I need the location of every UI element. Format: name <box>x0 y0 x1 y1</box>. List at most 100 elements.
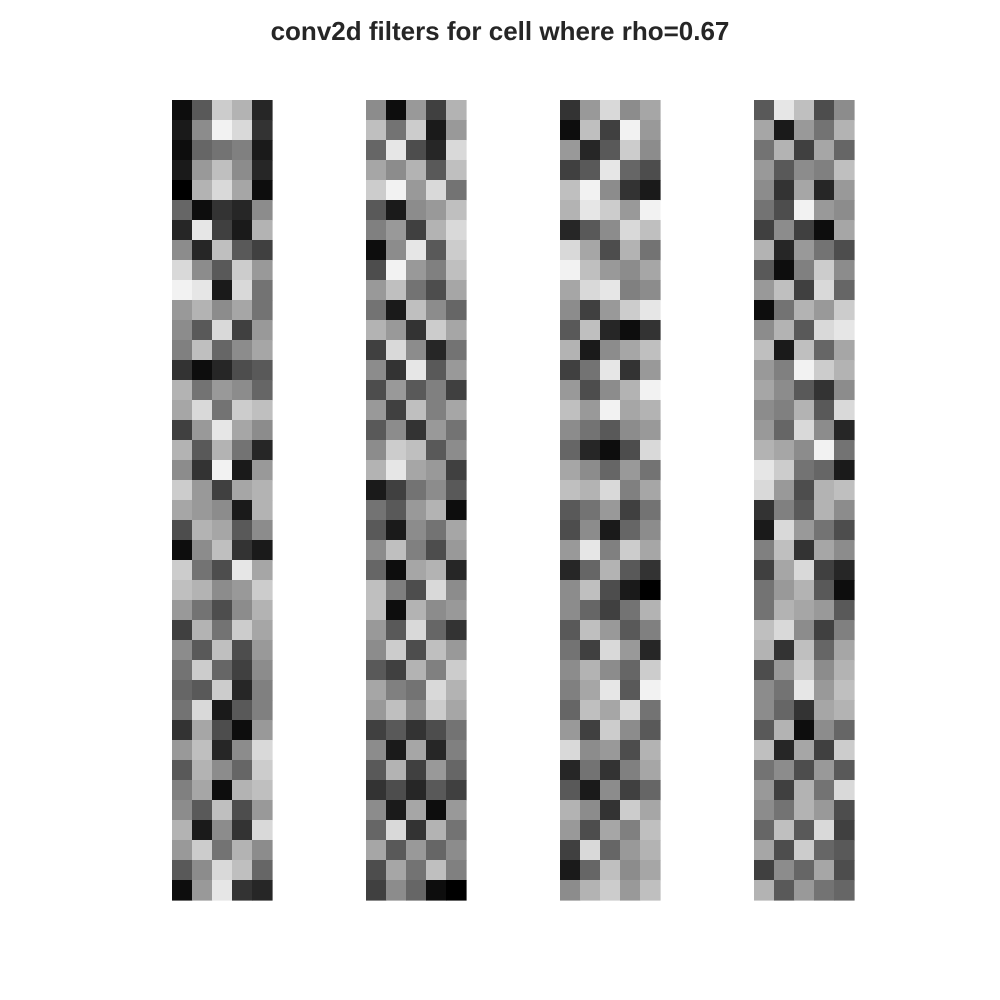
filter-weight <box>252 640 273 661</box>
filter-weight <box>386 660 407 681</box>
filter-weight <box>212 880 233 901</box>
filter-weight <box>172 840 193 861</box>
filter-weight <box>446 520 467 541</box>
filter-weight <box>172 440 193 461</box>
filter-weight <box>834 840 855 861</box>
filter-weight <box>366 700 387 721</box>
filter-weight <box>834 100 855 121</box>
filter-weight <box>774 220 795 241</box>
filter-weight <box>580 760 601 781</box>
filter-weight <box>192 540 213 561</box>
filter-weight <box>212 400 233 421</box>
filter-weight <box>192 840 213 861</box>
filter-weight <box>620 440 641 461</box>
filter-weight <box>172 140 193 161</box>
filter-weight <box>366 820 387 841</box>
filter-weight <box>620 200 641 221</box>
filter-weight <box>814 820 835 841</box>
filter-weight <box>192 180 213 201</box>
filter-weight <box>232 320 253 341</box>
filter-weight <box>366 780 387 801</box>
filter-weight <box>446 240 467 261</box>
filter-weight <box>426 640 447 661</box>
filter-panel-r2-c3 <box>754 300 855 401</box>
filter-weight <box>366 620 387 641</box>
filter-weight <box>406 540 427 561</box>
filter-weight <box>834 300 855 321</box>
filter-weight <box>600 340 621 361</box>
filter-weight <box>172 120 193 141</box>
filter-weight <box>386 760 407 781</box>
filter-weight <box>406 720 427 741</box>
filter-weight <box>426 800 447 821</box>
filter-weight <box>446 660 467 681</box>
filter-weight <box>560 700 581 721</box>
filter-weight <box>192 400 213 421</box>
filter-weight <box>834 760 855 781</box>
filter-weight <box>192 120 213 141</box>
filter-weight <box>814 780 835 801</box>
filter-weight <box>172 600 193 621</box>
filter-weight <box>252 480 273 501</box>
filter-weight <box>426 580 447 601</box>
filter-weight <box>774 320 795 341</box>
filter-weight <box>580 100 601 121</box>
filter-weight <box>560 360 581 381</box>
filter-weight <box>600 200 621 221</box>
filter-weight <box>366 320 387 341</box>
filter-weight <box>794 260 815 281</box>
filter-weight <box>446 120 467 141</box>
filter-weight <box>814 420 835 441</box>
filter-weight <box>794 600 815 621</box>
filter-weight <box>640 200 661 221</box>
filter-weight <box>446 300 467 321</box>
filter-weight <box>600 700 621 721</box>
filter-panel-r6-c3 <box>754 700 855 801</box>
filter-weight <box>814 220 835 241</box>
filter-weight <box>754 120 775 141</box>
filter-weight <box>794 400 815 421</box>
filter-weight <box>446 180 467 201</box>
filter-weight <box>366 120 387 141</box>
filter-weight <box>580 560 601 581</box>
filter-weight <box>446 600 467 621</box>
filter-weight <box>212 860 233 881</box>
filter-weight <box>252 100 273 121</box>
filter-weight <box>232 460 253 481</box>
filter-weight <box>620 560 641 581</box>
filter-weight <box>640 560 661 581</box>
filter-weight <box>580 320 601 341</box>
filter-weight <box>814 280 835 301</box>
filter-weight <box>834 140 855 161</box>
filter-weight <box>232 640 253 661</box>
filter-weight <box>366 720 387 741</box>
filter-weight <box>446 420 467 441</box>
filter-weight <box>366 340 387 361</box>
filter-weight <box>774 700 795 721</box>
filter-weight <box>834 880 855 901</box>
filter-weight <box>814 200 835 221</box>
filter-weight <box>366 640 387 661</box>
filter-weight <box>834 120 855 141</box>
filter-weight <box>386 440 407 461</box>
filter-weight <box>774 400 795 421</box>
filter-weight <box>814 740 835 761</box>
filter-weight <box>580 660 601 681</box>
filter-weight <box>794 440 815 461</box>
filter-weight <box>366 500 387 521</box>
filter-weight <box>192 880 213 901</box>
filter-weight <box>774 380 795 401</box>
filter-weight <box>386 640 407 661</box>
filter-weight <box>620 780 641 801</box>
chart-title: conv2d filters for cell where rho=0.67 <box>270 16 730 46</box>
filter-weight <box>172 560 193 581</box>
filter-weight <box>386 520 407 541</box>
filter-weight <box>580 800 601 821</box>
filter-weight <box>640 520 661 541</box>
filter-weight <box>620 400 641 421</box>
filter-weight <box>252 820 273 841</box>
filter-weight <box>580 340 601 361</box>
filter-weight <box>192 440 213 461</box>
filter-weight <box>754 180 775 201</box>
